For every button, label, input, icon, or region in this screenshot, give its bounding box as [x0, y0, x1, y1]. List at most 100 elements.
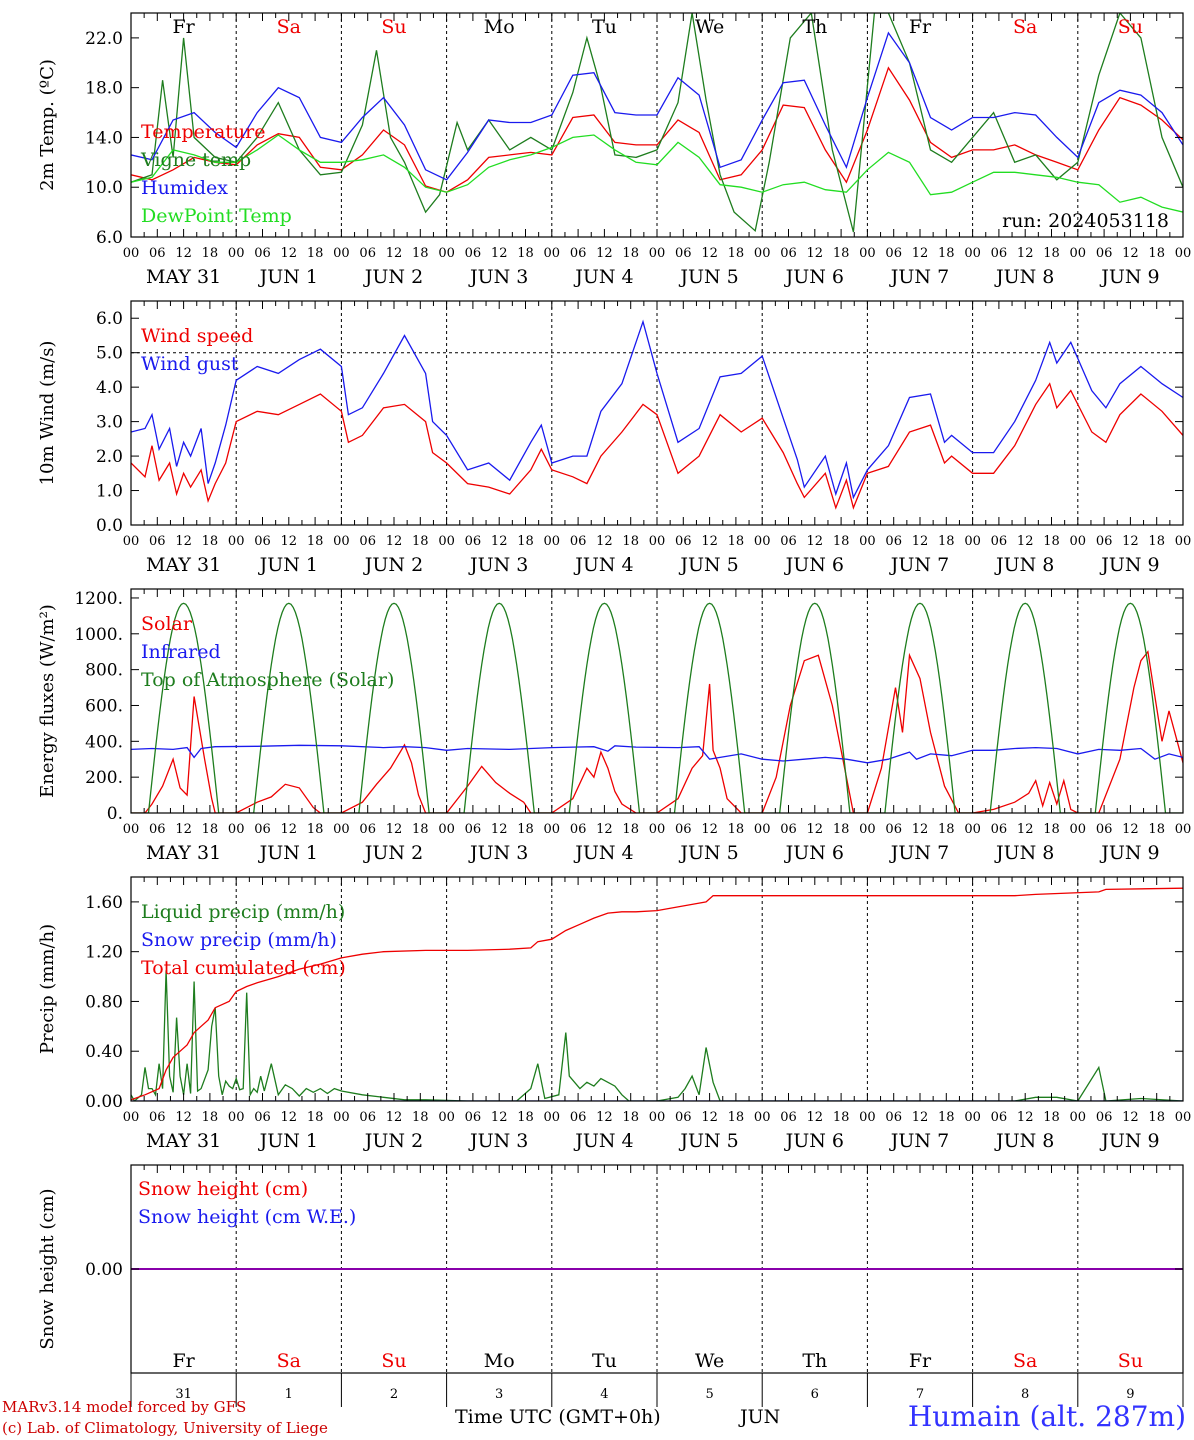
x-hour-label: 18	[833, 1110, 850, 1125]
x-hour-label: 18	[412, 1110, 429, 1125]
x-date-label: JUN 9	[1099, 266, 1159, 288]
x-hour-label: 18	[307, 246, 324, 261]
panel-2	[130, 300, 1184, 526]
x-day-number: 1	[285, 1387, 293, 1402]
x-hour-label: 06	[675, 1110, 692, 1125]
x-date-label: JUN 1	[258, 554, 318, 576]
y-axis-label: Precip (mm/h)	[37, 924, 58, 1054]
x-hour-label: 12	[912, 822, 929, 837]
x-hour-label: 18	[1043, 534, 1060, 549]
x-hour-label: 06	[675, 822, 692, 837]
x-date-label: JUN 5	[678, 842, 738, 864]
day-of-week-label: Fr	[172, 16, 195, 38]
x-hour-label: 00	[123, 246, 140, 261]
x-day-number: 5	[705, 1387, 713, 1402]
x-hour-label: 00	[544, 822, 561, 837]
x-hour-label: 12	[175, 822, 192, 837]
legend-entry: Total cumulated (cm)	[141, 957, 346, 979]
legend-entry: Wind speed	[141, 325, 253, 347]
x-hour-label: 00	[333, 534, 350, 549]
x-hour-label: 00	[964, 822, 981, 837]
y-tick-label: 1200.	[74, 589, 123, 609]
x-hour-label: 18	[622, 822, 639, 837]
x-hour-label: 18	[202, 246, 219, 261]
x-date-label: JUN 6	[784, 266, 844, 288]
x-hour-label: 12	[596, 1110, 613, 1125]
x-hour-label: 12	[807, 246, 824, 261]
y-axis-label: Energy fluxes (W/m²)	[37, 604, 58, 798]
x-date-label: JUN 5	[678, 554, 738, 576]
day-of-week-label: Su	[1118, 16, 1143, 38]
x-hour-label: 00	[754, 534, 771, 549]
x-hour-label: 00	[333, 822, 350, 837]
x-date-label: JUN 9	[1099, 1130, 1159, 1152]
x-hour-label: 18	[833, 246, 850, 261]
x-hour-label: 00	[438, 822, 455, 837]
x-hour-label: 18	[622, 1110, 639, 1125]
x-hour-label: 00	[228, 534, 245, 549]
x-hour-label: 06	[465, 1110, 482, 1125]
x-date-label: JUN 2	[363, 842, 423, 864]
x-hour-label: 18	[1043, 1110, 1060, 1125]
x-hour-label: 12	[1122, 822, 1139, 837]
x-hour-label: 06	[991, 246, 1008, 261]
x-hour-label: 06	[675, 246, 692, 261]
x-hour-label: 06	[991, 822, 1008, 837]
day-of-week-label: Th	[802, 1350, 827, 1372]
x-date-label: JUN 7	[889, 266, 949, 288]
x-hour-label: 06	[885, 822, 902, 837]
x-hour-label: 18	[1148, 1110, 1165, 1125]
x-hour-label: 06	[465, 534, 482, 549]
x-hour-label: 00	[1175, 246, 1192, 261]
x-date-label: JUN 4	[573, 554, 633, 576]
x-date-label: JUN 8	[994, 1130, 1054, 1152]
run-annotation: run: 2024053118	[1002, 210, 1169, 232]
x-hour-label: 00	[964, 534, 981, 549]
x-hour-label: 12	[701, 534, 718, 549]
legend-entry: Liquid precip (mm/h)	[141, 901, 345, 923]
y-tick-label: 1000.	[74, 625, 123, 645]
x-day-number: 8	[1021, 1387, 1029, 1402]
x-hour-label: 00	[754, 246, 771, 261]
x-hour-label: 06	[359, 534, 376, 549]
x-hour-label: 00	[228, 822, 245, 837]
x-hour-label: 18	[938, 1110, 955, 1125]
x-hour-label: 06	[254, 1110, 271, 1125]
y-tick-label: 6.0	[96, 228, 123, 248]
x-date-label: JUN 3	[468, 554, 528, 576]
x-hour-label: 06	[991, 534, 1008, 549]
x-hour-label: 00	[544, 1110, 561, 1125]
x-date-label: MAY 31	[146, 266, 221, 288]
y-tick-label: 400.	[85, 732, 123, 752]
legend-entry: DewPoint Temp	[141, 205, 292, 227]
x-day-number: 31	[175, 1387, 192, 1402]
x-hour-label: 12	[912, 1110, 929, 1125]
x-date-label: JUN 2	[363, 266, 423, 288]
y-tick-label: 1.20	[85, 943, 123, 963]
x-hour-label: 06	[570, 822, 587, 837]
x-hour-label: 12	[491, 246, 508, 261]
x-hour-label: 00	[228, 1110, 245, 1125]
x-hour-label: 00	[123, 534, 140, 549]
legend-entry: Humidex	[141, 177, 228, 199]
x-hour-label: 06	[149, 822, 166, 837]
x-hour-label: 18	[728, 1110, 745, 1125]
x-date-label: MAY 31	[146, 554, 221, 576]
x-hour-label: 00	[964, 246, 981, 261]
x-hour-label: 00	[859, 1110, 876, 1125]
x-hour-label: 06	[149, 534, 166, 549]
x-hour-label: 06	[254, 534, 271, 549]
series-line-2	[131, 319, 1183, 500]
legend-entry: Snow height (cm W.E.)	[138, 1206, 356, 1228]
series-line-3	[131, 31, 1183, 181]
x-date-label: JUN 5	[678, 1130, 738, 1152]
day-of-week-label: Mo	[484, 1350, 515, 1372]
legend-entry: Top of Atmosphere (Solar)	[141, 669, 394, 691]
x-hour-label: 06	[675, 534, 692, 549]
x-hour-label: 00	[544, 534, 561, 549]
x-hour-label: 18	[938, 246, 955, 261]
day-of-week-label: Th	[802, 16, 827, 38]
x-hour-label: 06	[570, 246, 587, 261]
x-hour-label: 18	[728, 246, 745, 261]
